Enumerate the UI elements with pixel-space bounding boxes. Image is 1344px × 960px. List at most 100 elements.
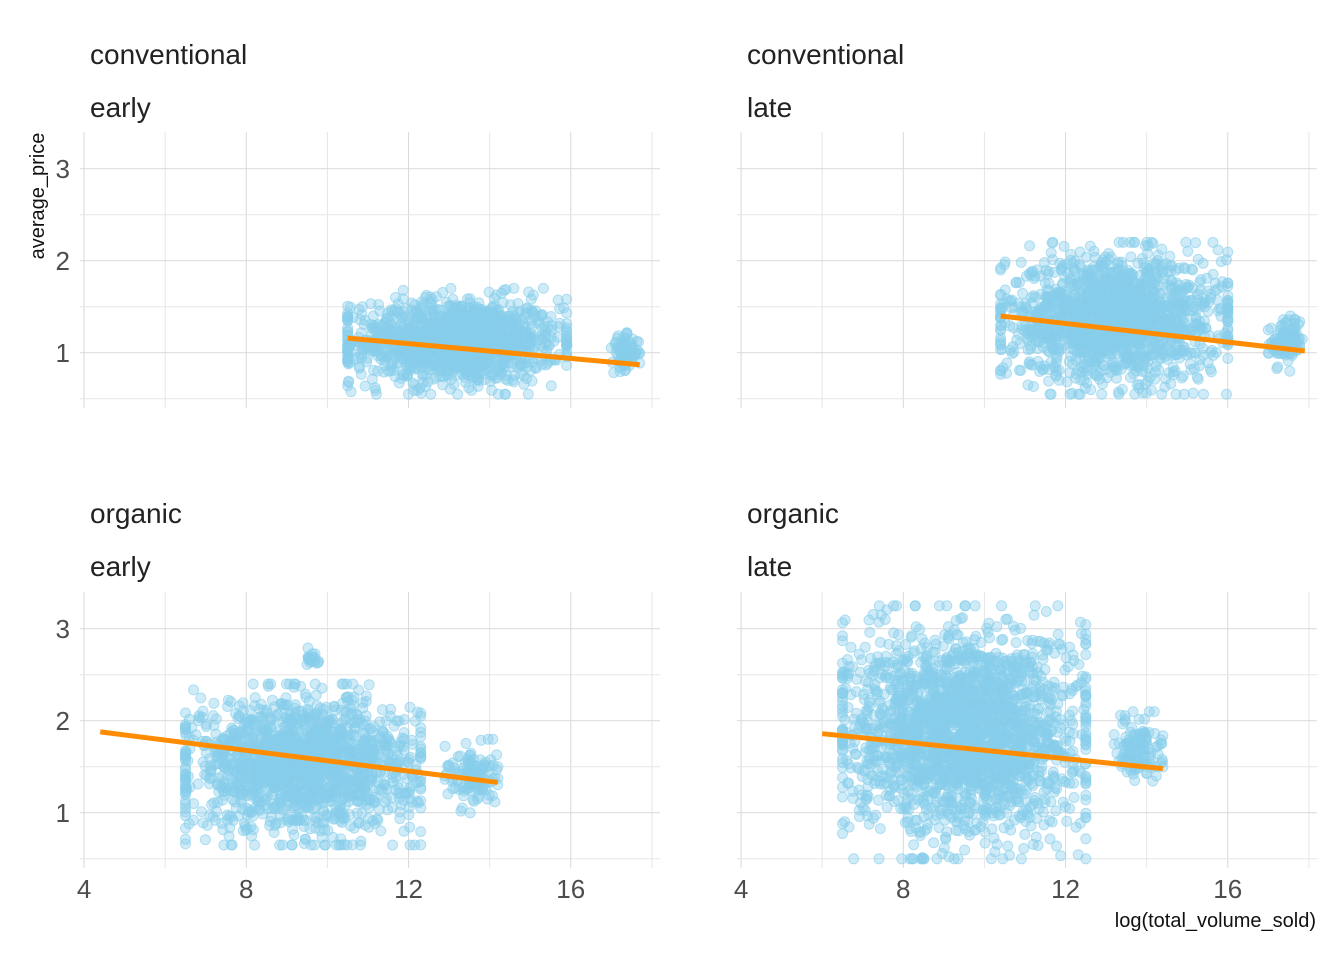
data-point <box>462 753 474 765</box>
data-point <box>249 839 261 851</box>
data-point <box>1195 284 1207 296</box>
data-point <box>212 758 223 770</box>
data-point <box>339 811 350 823</box>
data-point <box>254 804 266 816</box>
data-point <box>398 744 410 756</box>
data-point <box>221 814 233 826</box>
data-point <box>195 692 207 704</box>
data-point <box>344 301 356 313</box>
data-point <box>238 719 250 730</box>
data-point <box>489 308 501 320</box>
data-point <box>356 352 368 364</box>
data-point <box>359 819 371 831</box>
data-point <box>1054 257 1066 269</box>
data-point <box>1152 255 1164 266</box>
data-point <box>247 678 259 690</box>
data-point <box>320 729 332 741</box>
data-point <box>1080 331 1092 343</box>
data-point <box>212 796 224 808</box>
data-point <box>353 362 365 374</box>
data-point <box>415 802 427 814</box>
data-point <box>513 326 524 338</box>
data-point <box>492 323 504 335</box>
data-point <box>523 315 535 326</box>
x-tick-label: 4 <box>77 874 91 904</box>
panel-row-label: organic <box>747 498 839 529</box>
x-tick-label: 8 <box>239 874 253 904</box>
data-point <box>484 338 495 349</box>
data-point <box>404 361 416 373</box>
data-point <box>339 776 351 788</box>
data-point <box>1147 316 1159 328</box>
data-point <box>199 834 211 846</box>
data-point <box>1147 237 1159 249</box>
data-point <box>333 839 345 851</box>
data-point <box>1058 304 1070 316</box>
data-point <box>404 701 416 713</box>
data-point <box>442 788 454 800</box>
data-point <box>1111 315 1123 327</box>
data-point <box>537 342 549 354</box>
data-point <box>180 773 191 785</box>
data-point <box>995 344 1007 356</box>
data-point <box>270 711 282 722</box>
data-point <box>1156 388 1168 400</box>
data-point <box>1065 331 1077 343</box>
data-point <box>1131 379 1143 391</box>
data-point <box>282 714 294 725</box>
data-point <box>421 289 433 301</box>
data-point <box>1064 388 1076 400</box>
data-point <box>217 824 229 836</box>
data-point <box>342 315 354 326</box>
data-point <box>1044 328 1056 339</box>
data-point <box>237 785 248 797</box>
data-point <box>1156 243 1168 255</box>
y-tick-label: 3 <box>56 154 70 184</box>
data-point <box>491 749 503 761</box>
data-point <box>1044 388 1056 400</box>
data-point <box>618 337 630 349</box>
data-point <box>345 346 357 358</box>
y-tick-label: 1 <box>56 338 70 368</box>
data-point <box>1025 292 1037 304</box>
data-point <box>554 303 566 315</box>
data-point <box>995 262 1007 274</box>
data-point <box>1209 277 1221 289</box>
data-point <box>258 720 270 732</box>
data-point <box>1001 367 1012 379</box>
data-point <box>1041 306 1053 318</box>
y-tick-label: 2 <box>56 246 70 276</box>
data-point <box>244 704 256 716</box>
data-point <box>561 326 573 338</box>
data-point <box>1121 280 1133 292</box>
data-point <box>201 718 213 730</box>
data-point <box>375 730 387 742</box>
data-point <box>180 724 191 736</box>
data-point <box>374 716 386 728</box>
data-point <box>508 282 520 294</box>
data-point <box>1265 322 1277 334</box>
data-point <box>1081 297 1093 309</box>
data-point <box>180 782 191 794</box>
data-point <box>545 380 557 392</box>
data-point <box>1117 236 1129 248</box>
data-point <box>1272 361 1284 373</box>
data-point <box>338 678 349 690</box>
data-point <box>561 339 573 351</box>
data-point <box>1096 388 1108 400</box>
data-point <box>313 718 325 730</box>
data-point <box>188 684 200 696</box>
data-point <box>342 380 354 392</box>
data-point <box>274 796 286 808</box>
data-point <box>522 388 534 400</box>
data-point <box>1142 247 1153 259</box>
data-point <box>1164 250 1176 262</box>
data-point <box>1118 304 1130 316</box>
data-point <box>471 374 483 386</box>
data-point <box>1194 360 1206 372</box>
y-tick-label: 3 <box>56 614 70 644</box>
data-point <box>1040 291 1052 303</box>
scatter-points <box>837 600 1169 865</box>
